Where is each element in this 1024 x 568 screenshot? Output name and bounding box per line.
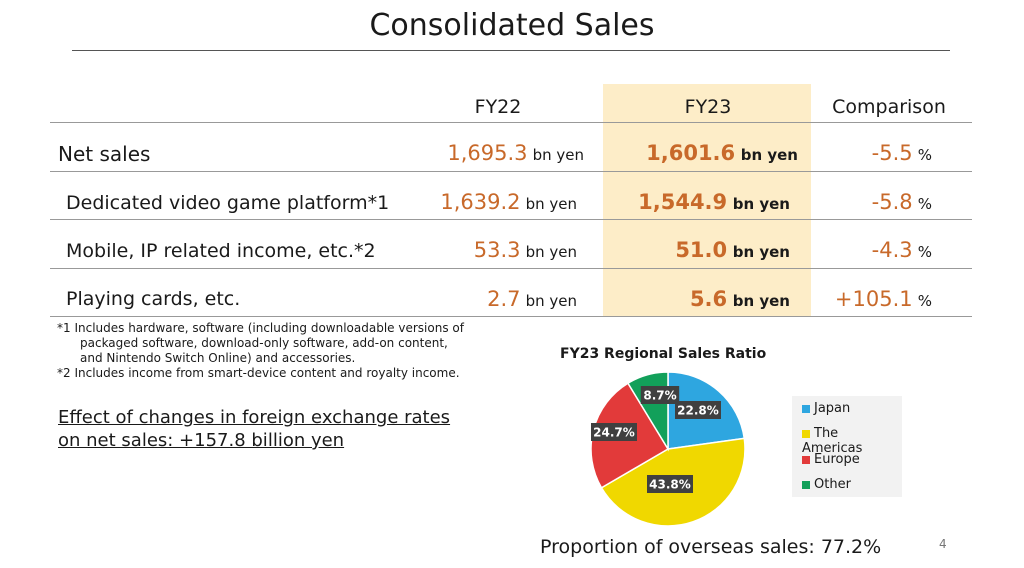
fx-note-line-1: Effect of changes in foreign exchange ra… xyxy=(58,407,451,428)
legend-item-other: Other xyxy=(802,477,851,492)
overseas-proportion: Proportion of overseas sales: 77.2% xyxy=(540,536,882,558)
row-label-dedicated-platform: Dedicated video game platform*1 xyxy=(66,192,390,214)
dedicated-fy22: 1,639.2 bn yen xyxy=(440,190,577,214)
svg-text:8.7%: 8.7% xyxy=(643,389,676,403)
fx-effect-note: Effect of changes in foreign exchange ra… xyxy=(58,406,450,452)
legend-swatch xyxy=(802,480,810,489)
legend-item-japan: Japan xyxy=(802,401,850,416)
row-label-mobile-ip: Mobile, IP related income, etc.*2 xyxy=(66,240,376,262)
net-sales-fy23: 1,601.6 bn yen xyxy=(646,141,798,165)
legend-swatch xyxy=(802,404,810,413)
chart-legend: Japan The Americas Europe Other xyxy=(792,396,902,497)
pie-data-label: 43.8% xyxy=(647,475,693,493)
regional-pie-chart: 22.8% 43.8% 24.7% 8.7% xyxy=(590,371,746,527)
page-title: Consolidated Sales xyxy=(369,8,655,43)
dedicated-comparison: -5.8 % xyxy=(871,190,932,214)
fx-note-line-2: on net sales: +157.8 billion yen xyxy=(58,430,345,451)
header-fy23: FY23 xyxy=(684,96,732,118)
title-divider xyxy=(72,50,950,51)
legend-swatch xyxy=(802,429,810,438)
chart-title: FY23 Regional Sales Ratio xyxy=(560,346,767,362)
row-label-playing-cards: Playing cards, etc. xyxy=(66,288,241,310)
row-divider xyxy=(50,219,972,220)
footnote-1-line-1: *1 Includes hardware, software (includin… xyxy=(57,321,464,335)
header-comparison: Comparison xyxy=(832,96,946,118)
pie-data-label: 8.7% xyxy=(640,386,680,404)
row-label-net-sales: Net sales xyxy=(58,142,151,166)
legend-item-americas: The Americas xyxy=(802,426,863,456)
page-number: 4 xyxy=(939,537,947,551)
header-fy22: FY22 xyxy=(474,96,522,118)
cards-comparison: +105.1 % xyxy=(834,287,932,311)
svg-text:22.8%: 22.8% xyxy=(677,404,719,418)
svg-text:43.8%: 43.8% xyxy=(649,478,691,492)
svg-text:24.7%: 24.7% xyxy=(593,426,635,440)
cards-fy22: 2.7 bn yen xyxy=(487,287,577,311)
row-divider xyxy=(50,171,972,172)
footnote-1-line-3: and Nintendo Switch Online) and accessor… xyxy=(80,351,356,365)
mobile-fy22: 53.3 bn yen xyxy=(473,238,577,262)
row-divider xyxy=(50,122,972,123)
legend-item-europe: Europe xyxy=(802,452,860,467)
footnote-1-line-2: packaged software, download-only softwar… xyxy=(80,336,448,350)
row-divider xyxy=(50,316,972,317)
net-sales-comparison: -5.5 % xyxy=(871,141,932,165)
mobile-comparison: -4.3 % xyxy=(871,238,932,262)
pie-data-label: 24.7% xyxy=(591,423,637,441)
footnote-2: *2 Includes income from smart-device con… xyxy=(57,366,460,380)
dedicated-fy23: 1,544.9 bn yen xyxy=(638,190,790,214)
pie-data-label: 22.8% xyxy=(675,401,721,419)
mobile-fy23: 51.0 bn yen xyxy=(675,238,790,262)
net-sales-fy22: 1,695.3 bn yen xyxy=(447,141,584,165)
row-divider xyxy=(50,268,972,269)
cards-fy23: 5.6 bn yen xyxy=(689,287,790,311)
legend-swatch xyxy=(802,455,810,464)
